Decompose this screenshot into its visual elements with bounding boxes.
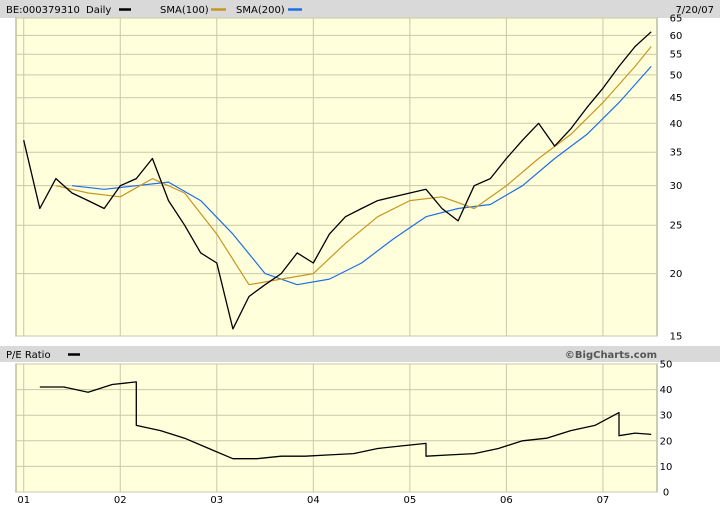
price-y-tick-label: 45 <box>670 93 683 104</box>
pe-header-bar <box>0 346 720 362</box>
x-tick-label: 03 <box>210 495 223 506</box>
pe-y-tick-label: 0 <box>663 488 669 499</box>
pe-y-tick-label: 10 <box>660 462 673 473</box>
price-y-tick-label: 65 <box>670 14 683 25</box>
price-y-tick-label: 15 <box>670 332 683 343</box>
pe-y-tick-label: 40 <box>660 385 673 396</box>
price-grid <box>16 17 657 337</box>
x-tick-label: 02 <box>114 495 127 506</box>
price-y-tick-label: 35 <box>670 148 683 159</box>
sma200-label: SMA(200) <box>236 5 285 16</box>
sma100-label: SMA(100) <box>160 5 209 16</box>
pe-grid <box>16 363 657 493</box>
pe-plot-area <box>15 363 658 493</box>
sma200-line <box>71 66 652 286</box>
brand-label: ©BigCharts.com <box>565 350 657 361</box>
chart-date: 7/20/07 <box>675 5 714 16</box>
price-y-tick-label: 60 <box>670 31 683 42</box>
price-y-axis: 15 20 25 30 35 40 45 50 55 60 65 <box>670 14 683 343</box>
pe-y-axis: 0 10 20 30 40 50 <box>660 360 673 499</box>
x-axis: 01 02 03 04 05 06 07 <box>17 495 609 506</box>
x-tick-label: 01 <box>17 495 30 506</box>
price-y-tick-label: 20 <box>670 269 683 280</box>
pe-series-group <box>39 381 652 460</box>
x-tick-label: 05 <box>404 495 417 506</box>
price-y-tick-label: 50 <box>670 70 683 81</box>
price-line <box>23 31 652 330</box>
pe-y-tick-label: 20 <box>660 436 673 447</box>
price-y-tick-label: 25 <box>670 221 683 232</box>
x-tick-label: 04 <box>307 495 320 506</box>
pe-ratio-line <box>39 381 652 460</box>
x-tick-label: 07 <box>597 495 610 506</box>
price-y-tick-label: 40 <box>670 119 683 130</box>
price-y-tick-label: 30 <box>670 181 683 192</box>
symbol-label: BE:000379310 <box>6 5 80 16</box>
sma100-line <box>55 46 652 286</box>
x-tick-label: 06 <box>500 495 513 506</box>
price-plot-area <box>15 17 658 337</box>
pe-label: P/E Ratio <box>6 350 51 361</box>
frequency-label: Daily <box>86 5 111 16</box>
price-y-tick-label: 55 <box>670 50 683 61</box>
pe-y-tick-label: 50 <box>660 360 673 371</box>
price-header-bar <box>0 0 720 18</box>
price-series-group <box>23 31 652 330</box>
pe-y-tick-label: 30 <box>660 411 673 422</box>
